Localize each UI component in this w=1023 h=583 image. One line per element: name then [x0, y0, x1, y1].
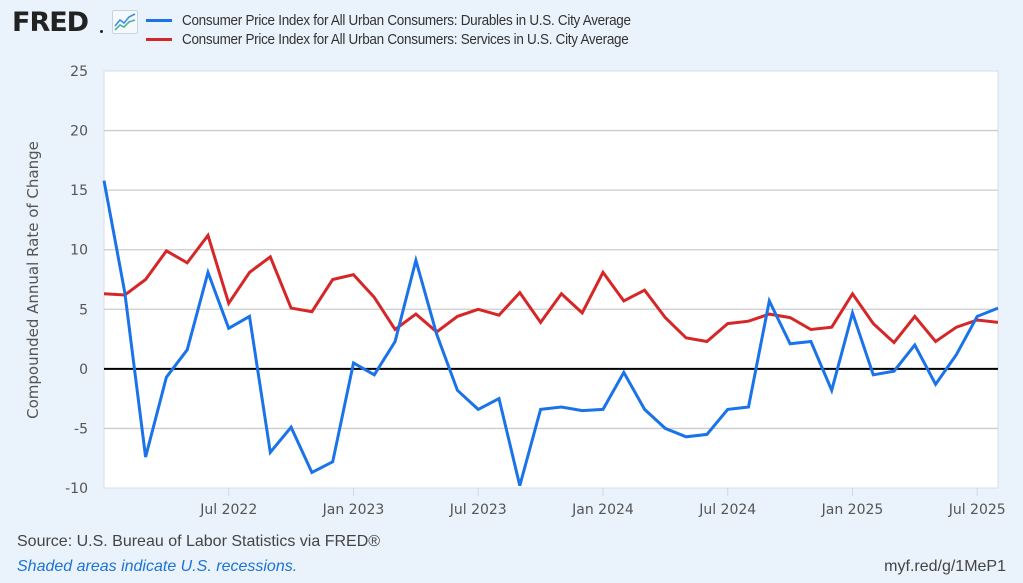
legend-swatch-durables	[146, 19, 172, 22]
x-tick-label: Jan 2024	[571, 502, 634, 518]
short-url-link[interactable]: myf.red/g/1MeP1	[884, 558, 1006, 575]
y-tick-label: 15	[70, 183, 88, 199]
y-tick-label: 5	[79, 302, 88, 318]
x-tick-label: Jul 2022	[199, 502, 257, 518]
fred-logo[interactable]: FRED	[12, 7, 89, 38]
x-tick-label: Jan 2023	[322, 502, 385, 518]
series-lines	[102, 180, 999, 486]
x-tick-label: Jul 2024	[698, 502, 756, 518]
legend: Consumer Price Index for All Urban Consu…	[146, 11, 665, 49]
legend-swatch-services	[146, 38, 172, 41]
x-tick-label: Jul 2025	[948, 502, 1006, 518]
y-axis-ticks: -10 -5 0 5 10 15 20 25	[65, 64, 88, 497]
grid-lines	[104, 129, 998, 430]
x-axis-ticks: Jul 2022 Jan 2023 Jul 2023 Jan 2024 Jul 2024…	[199, 488, 1006, 518]
x-tick-label: Jan 2025	[821, 502, 884, 518]
y-tick-label: 0	[79, 362, 88, 378]
y-tick-label: 20	[70, 124, 88, 140]
x-tick-label: Jul 2023	[449, 502, 507, 518]
legend-item-durables[interactable]: Consumer Price Index for All Urban Consu…	[146, 11, 665, 30]
y-tick-label: -10	[65, 481, 88, 497]
recession-note-link[interactable]: Shaded areas indicate U.S. recessions.	[17, 558, 298, 575]
y-tick-label: -5	[74, 421, 88, 437]
source-note: Source: U.S. Bureau of Labor Statistics …	[17, 533, 381, 550]
y-tick-label: 25	[70, 64, 88, 80]
registered-mark	[100, 30, 103, 33]
plot-area	[103, 70, 999, 489]
line-chart-icon[interactable]	[112, 10, 138, 34]
legend-label-services: Consumer Price Index for All Urban Consu…	[182, 31, 629, 48]
durables-line[interactable]	[102, 180, 999, 486]
legend-label-durables: Consumer Price Index for All Urban Consu…	[182, 12, 631, 29]
y-tick-label: 10	[70, 243, 88, 259]
legend-item-services[interactable]: Consumer Price Index for All Urban Consu…	[146, 30, 665, 49]
services-line[interactable]	[103, 232, 999, 345]
